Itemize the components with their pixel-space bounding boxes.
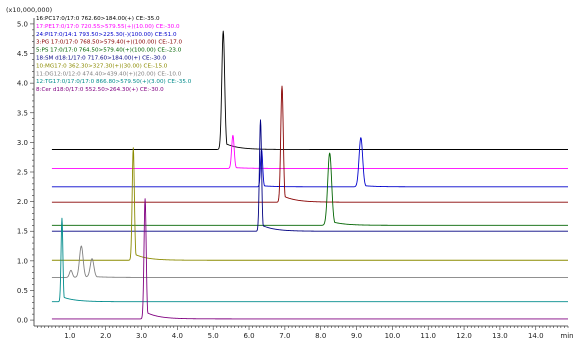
series-line-9 — [51, 217, 569, 303]
y-tick-label: 1.0 — [17, 257, 28, 265]
x-tick-label: 8.0 — [315, 332, 326, 340]
legend-entry-9: 12:TG17:0/17:0/17:0 866.80>579.50(+)(3.0… — [36, 79, 192, 85]
axes: 1.0 2.0 3.0 4.0 5.0 6.0 7.0 8.0 9.0 10.0 11.0 12.0 1… — [17, 18, 574, 340]
legend-entry-3: 24:PI17:0/14:1 793.50>225.30(-)(100.00) … — [36, 32, 177, 38]
series-line-8 — [51, 245, 569, 278]
x-tick-label: 9.0 — [351, 332, 362, 340]
y-tick-label: 3.0 — [17, 139, 28, 147]
legend-entry-5: 5:PS 17:0/17:0 764.50>579.40(+)(100.00) … — [36, 48, 182, 54]
plot-area — [51, 30, 569, 320]
x-unit-label: min — [560, 332, 573, 340]
series-line-7 — [51, 147, 569, 261]
x-tick-label: 4.0 — [172, 332, 183, 340]
series-line-4 — [51, 85, 569, 203]
legend-entry-6: 18:SM d18:1/17:0 717.60>184.00(+) CE:-30… — [36, 56, 166, 62]
x-tick-label: 2.0 — [100, 332, 111, 340]
x-tick-label: 1.0 — [64, 332, 75, 340]
y-tick-label: 3.5 — [17, 109, 28, 117]
x-tick-label: 11.0 — [420, 332, 436, 340]
x-tick-label: 14.0 — [528, 332, 544, 340]
series-line-3 — [51, 137, 569, 188]
series-line-5 — [51, 152, 569, 226]
legend-entry-8: 11:DG12:0/12:0 474.40>439.40(+)(20.00) C… — [36, 71, 182, 77]
y-tick-label: 2.0 — [17, 198, 28, 206]
legend-entry-4: 3:PG 17:0/17:0 768.50>579.40(+)(100.00) … — [36, 40, 183, 46]
y-tick-label: 0.0 — [17, 317, 28, 325]
series-line-6 — [51, 119, 569, 232]
series-line-1 — [51, 30, 569, 150]
y-tick-label: 5.0 — [17, 20, 28, 28]
y-tick-label: 1.5 — [17, 228, 28, 236]
x-tick-label: 5.0 — [208, 332, 219, 340]
y-tick-label: 0.5 — [17, 287, 28, 295]
y-tick-label: 4.0 — [17, 80, 28, 88]
legend-entry-10: 8:Cer d18:0/17:0 552.50>264.30(+) CE:-30… — [36, 87, 164, 93]
x-tick-label: 7.0 — [279, 332, 290, 340]
scale-note: (x10,000,000) — [6, 6, 52, 14]
x-tick-label: 10.0 — [385, 332, 401, 340]
series-line-10 — [51, 198, 569, 320]
legend-entry-1: 16:PC17:0/17:0 762.60>184.00(+) CE:-35.0 — [36, 16, 160, 22]
series-line-2 — [51, 134, 569, 169]
y-tick-label: 4.5 — [17, 50, 28, 58]
x-tick-label: 13.0 — [492, 332, 508, 340]
legend-entry-2: 17:PE17:0/17:0 720.55>579.55(+)(10.00) C… — [36, 24, 180, 30]
legend-entry-7: 10:MG17:0 362.30>327.30(+)(30.00) CE:-15… — [36, 63, 168, 69]
y-tick-label: 2.5 — [17, 169, 28, 177]
x-tick-label: 6.0 — [243, 332, 254, 340]
legend: 16:PC17:0/17:0 762.60>184.00(+) CE:-35.0… — [36, 16, 192, 93]
x-tick-label: 3.0 — [136, 332, 147, 340]
x-tick-label: 12.0 — [456, 332, 472, 340]
